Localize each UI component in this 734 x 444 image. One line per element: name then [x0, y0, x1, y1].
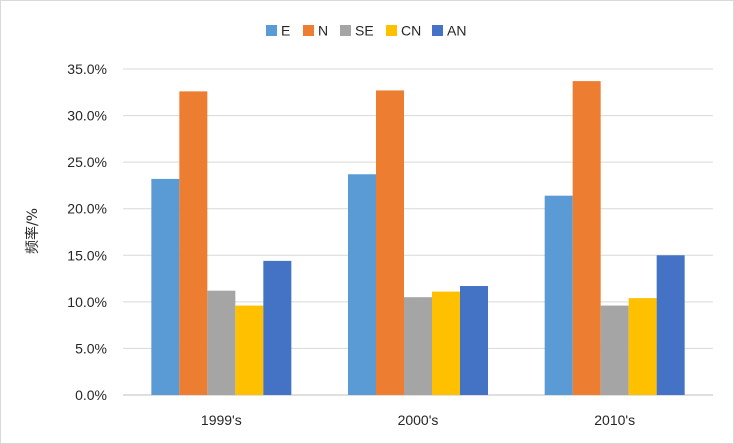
- bar-e-0: [151, 178, 180, 395]
- y-tick-label: 15.0%: [67, 247, 107, 263]
- bar-n-2: [572, 81, 601, 395]
- legend-label-an: AN: [447, 23, 466, 39]
- bar-cn-2: [628, 298, 657, 395]
- y-tick-label: 30.0%: [67, 108, 107, 124]
- category-label: 2000's: [398, 412, 439, 428]
- bar-n-1: [376, 90, 404, 396]
- y-tick-label: 5.0%: [75, 340, 107, 356]
- bar-e-1: [348, 174, 376, 395]
- legend-swatch-n: [303, 25, 314, 36]
- bar-cn-0: [235, 305, 264, 395]
- bar-an-2: [656, 255, 685, 395]
- category-label: 1999's: [201, 412, 242, 428]
- bars: [151, 81, 685, 396]
- y-tick-label: 35.0%: [67, 61, 107, 77]
- legend-label-e: E: [281, 23, 290, 39]
- legend-label-n: N: [318, 23, 328, 39]
- legend-label-se: SE: [355, 23, 374, 39]
- legend-label-cn: CN: [401, 23, 421, 39]
- bar-se-1: [404, 297, 432, 395]
- bar-se-2: [600, 305, 629, 395]
- y-tick-label: 10.0%: [67, 294, 107, 310]
- bar-e-2: [544, 195, 573, 395]
- category-label: 2010's: [594, 412, 635, 428]
- legend-swatch-e: [266, 25, 277, 36]
- legend-swatch-cn: [386, 25, 397, 36]
- bar-cn-1: [432, 291, 460, 395]
- bar-se-0: [207, 290, 236, 395]
- bar-an-1: [460, 286, 488, 395]
- legend-swatch-an: [432, 25, 443, 36]
- y-tick-label: 25.0%: [67, 154, 107, 170]
- y-tick-label: 0.0%: [75, 387, 107, 403]
- legend-swatch-se: [340, 25, 351, 36]
- y-axis-title: 频率/%: [24, 208, 41, 254]
- bar-n-0: [179, 91, 208, 396]
- y-tick-label: 20.0%: [67, 201, 107, 217]
- category-labels: 1999's 2000's 2010's: [201, 412, 635, 428]
- y-tick-labels: 0.0% 5.0% 10.0% 15.0% 20.0% 25.0% 30.0% 35.0%: [67, 61, 107, 403]
- legend: E N SE CN AN: [266, 23, 466, 39]
- bar-an-0: [263, 260, 292, 395]
